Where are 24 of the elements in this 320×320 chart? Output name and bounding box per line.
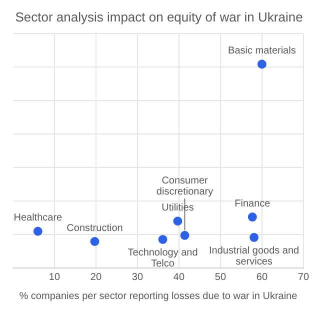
- point: [158, 234, 168, 244]
- point: [250, 232, 259, 242]
- x-tick-label: 10: [48, 272, 60, 283]
- x-tick-label: 20: [90, 272, 102, 283]
- point: [173, 216, 182, 226]
- x-tick-label: 70: [298, 272, 310, 283]
- annotation: Technology and Telco: [128, 248, 198, 270]
- x-tick-label: 30: [132, 272, 144, 283]
- x-axis-title: % companies per sector reporting losses due to war in Ukraine: [19, 290, 298, 302]
- x-tick-label: 60: [256, 272, 268, 283]
- annotation: Industrial goods and services: [209, 246, 300, 268]
- point: [180, 230, 190, 240]
- chart-title: Sector analysis impact on equity of war in Ukraine: [15, 9, 303, 24]
- point: [248, 212, 257, 222]
- annotation: Consumer discretionary: [156, 176, 214, 198]
- annotation: Finance: [234, 198, 271, 210]
- annotation: Healthcare: [14, 212, 63, 224]
- annotation: Construction: [66, 222, 123, 234]
- x-tick-label: 40: [173, 272, 185, 283]
- x-tick-label: 50: [214, 272, 226, 283]
- point: [33, 226, 42, 236]
- point: [257, 60, 266, 69]
- annotation: Basic materials: [228, 45, 296, 56]
- point: [90, 237, 100, 246]
